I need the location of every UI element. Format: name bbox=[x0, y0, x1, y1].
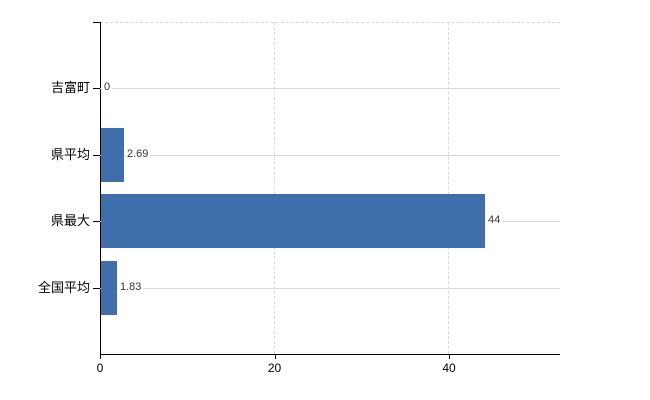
x-axis-tick bbox=[449, 354, 450, 359]
category-tick bbox=[93, 88, 100, 89]
value-label: 2.69 bbox=[125, 148, 151, 161]
value-label: 1.83 bbox=[118, 281, 144, 294]
category-gridline bbox=[100, 288, 560, 289]
x-tick-label: 40 bbox=[442, 361, 456, 375]
x-axis-tick bbox=[100, 354, 101, 359]
bar bbox=[101, 194, 485, 248]
category-label: 吉富町 bbox=[50, 80, 90, 95]
category-tick bbox=[93, 221, 100, 222]
category-gridline bbox=[100, 155, 560, 156]
y-axis-top-tick bbox=[93, 22, 100, 23]
category-label: 県最大 bbox=[50, 213, 90, 228]
category-tick bbox=[93, 155, 100, 156]
bar bbox=[101, 261, 117, 315]
y-axis-spine bbox=[100, 22, 101, 359]
x-gridline bbox=[448, 22, 449, 354]
value-label: 0 bbox=[102, 81, 113, 94]
plot-top-border bbox=[100, 22, 560, 23]
category-tick bbox=[93, 288, 100, 289]
bar bbox=[101, 128, 124, 182]
x-gridline bbox=[273, 22, 275, 354]
category-label: 県平均 bbox=[50, 147, 90, 162]
value-label: 44 bbox=[486, 214, 503, 227]
category-gridline bbox=[100, 88, 560, 89]
category-label: 全国平均 bbox=[37, 280, 90, 295]
x-axis-tick bbox=[274, 354, 276, 359]
x-tick-label: 0 bbox=[96, 361, 104, 375]
x-tick-label: 20 bbox=[267, 361, 282, 375]
x-axis-line bbox=[100, 354, 560, 355]
